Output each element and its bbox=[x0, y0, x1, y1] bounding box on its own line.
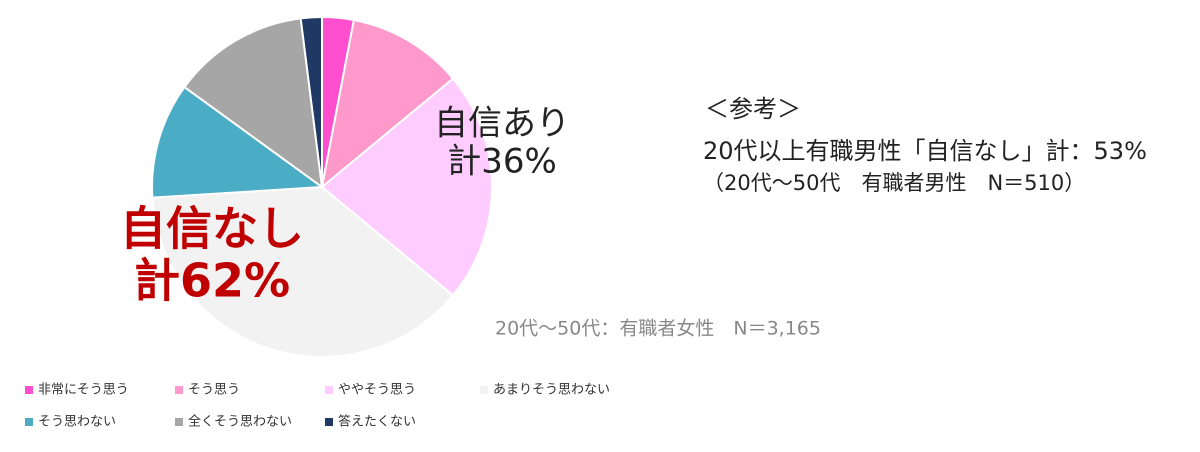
legend-label: 非常にそう思う bbox=[38, 383, 129, 398]
legend-swatch bbox=[25, 418, 33, 426]
legend-label: ややそう思う bbox=[338, 383, 416, 398]
legend-swatch bbox=[480, 386, 488, 394]
legend-label: 全くそう思わない bbox=[188, 414, 292, 430]
pie-slice bbox=[151, 85, 325, 199]
pie bbox=[151, 15, 493, 358]
legend-label: そう思わない bbox=[38, 415, 116, 430]
legend-label: あまりそう思わない bbox=[493, 383, 610, 398]
legend-label: そう思う bbox=[188, 383, 240, 398]
pie-slice bbox=[183, 17, 324, 190]
annotation: 20代～50代：有職者女性 N＝3,165 bbox=[495, 318, 821, 340]
legend-swatch bbox=[25, 386, 33, 394]
annotation: 自信あり bbox=[434, 104, 570, 144]
annotation: ＜参考＞ bbox=[705, 95, 801, 123]
pie-slice bbox=[320, 77, 493, 297]
annotation: （20代～50代 有職者男性 N＝510） bbox=[703, 171, 1085, 195]
legend-label: 答えたくない bbox=[338, 414, 416, 430]
annotation: 自信なし bbox=[120, 202, 304, 256]
legend-swatch bbox=[325, 386, 333, 394]
legend-swatch bbox=[325, 418, 333, 426]
pie-slice bbox=[320, 18, 455, 190]
pie-slice bbox=[299, 15, 323, 188]
legend-swatch bbox=[175, 386, 183, 394]
annotation: 20代以上有職男性「自信なし」計：53% bbox=[703, 137, 1147, 165]
pie-slice bbox=[151, 185, 455, 358]
annotation: 計62% bbox=[134, 254, 290, 308]
annotation: 計36% bbox=[447, 142, 557, 182]
legend-swatch bbox=[175, 418, 183, 426]
